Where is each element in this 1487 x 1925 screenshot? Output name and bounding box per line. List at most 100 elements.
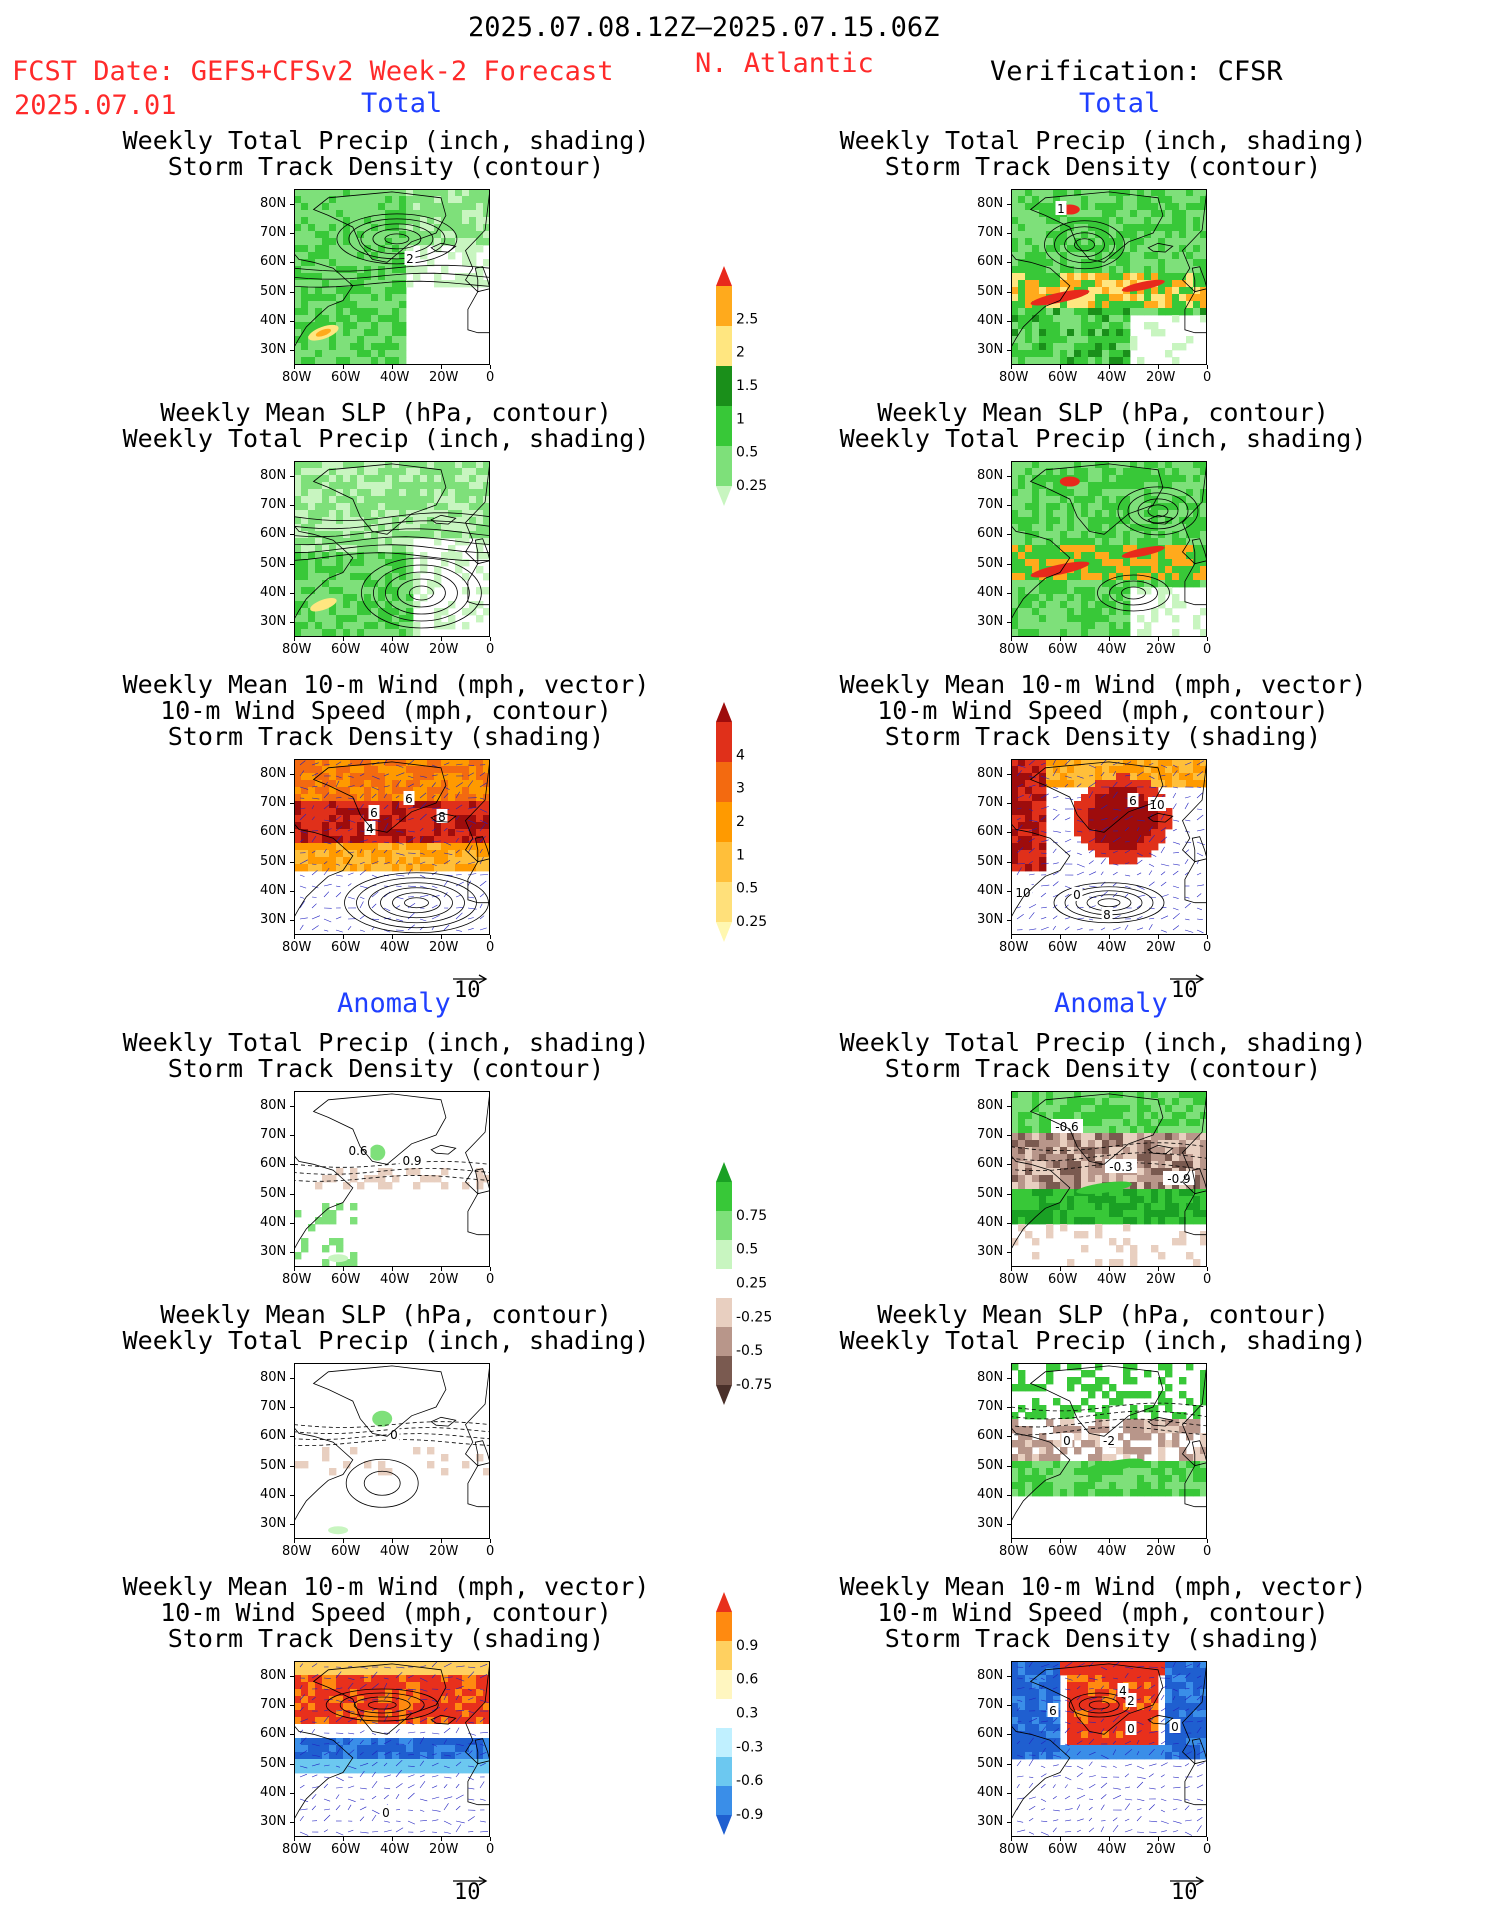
colorbar-label: 0.9 (736, 1638, 758, 1654)
lat-tick-label: 60N (977, 254, 1004, 270)
map-panel-forecast-total-slp-precip (294, 461, 490, 637)
title-v-pa-1: Weekly Total Precip (inch, shading) (839, 1028, 1367, 1057)
lat-tick-mark (1007, 475, 1011, 477)
lon-tick-label: 20W (1146, 642, 1176, 657)
lat-tick-mark (290, 861, 294, 863)
colorbar-swatch (716, 1182, 732, 1211)
lon-tick-label: 0 (486, 1272, 495, 1287)
colorbar-precip-anomaly: 0.75 0.5 0.25 -0.25 -0.5 -0.75 (716, 1162, 806, 1413)
lon-tick-mark (1011, 1539, 1012, 1543)
map-panel-verification-total-slp-precip (1011, 461, 1207, 637)
lon-tick-label: 80W (282, 1544, 312, 1559)
lon-tick-mark (1207, 1539, 1208, 1543)
lon-tick-label: 20W (429, 1272, 459, 1287)
lon-tick-label: 60W (331, 1842, 361, 1857)
contour-label: 6 (370, 806, 378, 820)
lon-tick-label: 80W (282, 1842, 312, 1857)
colorbar-swatch (716, 1269, 732, 1298)
lat-tick-mark (1007, 350, 1011, 352)
title-f-wa-3: Storm Track Density (shading) (167, 1624, 605, 1653)
lon-tick-mark (392, 1267, 393, 1271)
lat-tick-mark (290, 1465, 294, 1467)
lon-tick-mark (1158, 935, 1159, 939)
lat-tick-mark (1007, 861, 1011, 863)
lon-tick-label: 0 (1203, 940, 1212, 955)
lat-tick-mark (1007, 1164, 1011, 1166)
lat-tick-mark (290, 1734, 294, 1736)
lon-tick-mark (1158, 365, 1159, 369)
colorbar-swatch (716, 842, 732, 882)
contour-label: 0.9 (402, 1154, 421, 1168)
lon-tick-label: 20W (429, 940, 459, 955)
lat-tick-label: 40N (977, 313, 1004, 328)
colorbar-swatch (716, 802, 732, 842)
contour-label-bg (1071, 887, 1083, 901)
lon-tick-mark (294, 637, 295, 641)
lat-tick-mark (1007, 920, 1011, 922)
lat-tick-mark (290, 1675, 294, 1677)
colorbar-label: 0.3 (736, 1706, 758, 1722)
lat-tick-label: 50N (260, 555, 287, 571)
colorbar-swatch (716, 1786, 732, 1815)
colorbar-label: 2 (736, 814, 745, 830)
lat-tick-mark (290, 1105, 294, 1107)
lon-tick-mark (441, 935, 442, 939)
reference-vector-forecast-total: 10 (451, 970, 491, 1002)
title-v-wt-3: Storm Track Density (shading) (884, 722, 1322, 751)
lat-tick-label: 50N (977, 1457, 1004, 1473)
lat-tick-mark (1007, 1495, 1011, 1496)
lon-tick-label: 0 (1203, 1842, 1212, 1857)
colorbar-swatch (716, 1728, 732, 1757)
contour-label: 6 (1049, 1704, 1057, 1718)
lon-tick-label: 40W (1097, 1272, 1127, 1287)
lat-tick-mark (290, 920, 294, 922)
lat-tick-mark (1007, 321, 1011, 322)
contour-label: 1 (1057, 202, 1065, 216)
lon-tick-mark (1109, 935, 1110, 939)
colorbar-swatch (716, 406, 732, 446)
lat-tick-mark (290, 350, 294, 352)
lat-tick-label: 30N (260, 912, 287, 928)
colorbar-label: 0.25 (736, 1276, 767, 1292)
lon-tick-label: 20W (429, 1544, 459, 1559)
lat-tick-mark (1007, 1705, 1011, 1706)
colorbar-label: -0.75 (736, 1377, 772, 1393)
map-svg: -0.6 -0.3 -0.9 (1011, 1091, 1207, 1267)
map-panel-verification-total-wind-track: 6 10 10 0 8 (1011, 759, 1207, 935)
colorbar-svg: 4 3 2 1 0.5 0.25 (716, 702, 767, 942)
lat-tick-label: 60N (260, 824, 287, 840)
colorbar-swatch (716, 762, 732, 802)
reference-vector-label: 10 (454, 1880, 481, 1905)
colorbar-swatch (716, 1298, 732, 1327)
lat-tick-label: 30N (977, 1814, 1004, 1830)
lat-tick-label: 60N (977, 824, 1004, 840)
lat-tick-label: 70N (977, 795, 1004, 810)
lon-tick-label: 20W (1146, 1544, 1176, 1559)
contour-label-bg (436, 809, 448, 823)
lat-tick-mark (290, 1377, 294, 1379)
title-f-sp-2: Weekly Total Precip (inch, shading) (122, 424, 650, 453)
lat-tick-mark (290, 803, 294, 804)
title-f-pa-1: Weekly Total Precip (inch, shading) (122, 1028, 650, 1057)
lat-tick-label: 40N (260, 883, 287, 898)
colorbar-track-total: 4 3 2 1 0.5 0.25 (716, 702, 806, 950)
contour-label: 2 (406, 252, 414, 266)
title-v-pt-2: Storm Track Density (contour) (884, 152, 1322, 181)
title-v-wt-2: 10-m Wind Speed (mph, contour) (877, 696, 1329, 725)
lon-tick-label: 20W (429, 370, 459, 385)
lat-tick-label: 50N (260, 1185, 287, 1201)
map-panel-forecast-anomaly-precip-track: 0.6 0.9 (294, 1091, 490, 1267)
lat-tick-label: 80N (977, 1097, 1004, 1113)
lon-tick-label: 80W (999, 1272, 1029, 1287)
colorbar-label: 2.5 (736, 311, 758, 327)
contour-label: 0 (1063, 1434, 1071, 1448)
lon-tick-label: 80W (999, 940, 1029, 955)
lat-tick-label: 70N (260, 795, 287, 810)
lon-tick-mark (343, 637, 344, 641)
lat-tick-mark (290, 1436, 294, 1438)
lat-tick-label: 60N (977, 526, 1004, 542)
lat-tick-label: 50N (977, 283, 1004, 299)
lat-tick-mark (290, 593, 294, 594)
lon-tick-label: 40W (1097, 642, 1127, 657)
colorbar-label: 2 (736, 345, 745, 361)
